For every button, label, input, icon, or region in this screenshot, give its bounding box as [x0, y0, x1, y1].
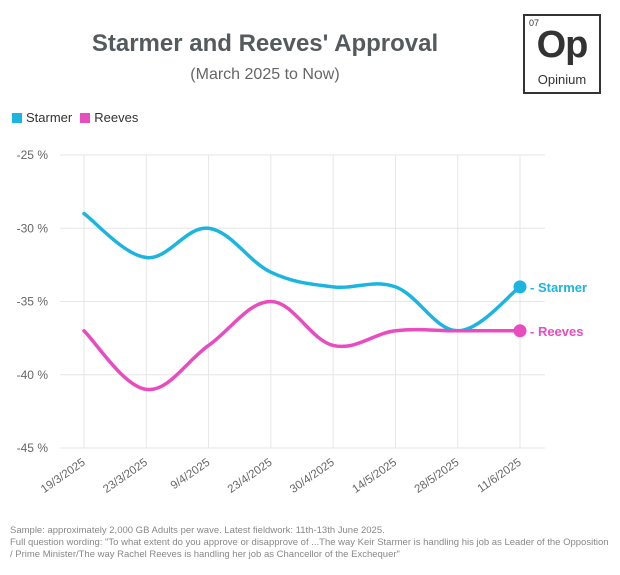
legend-item-reeves[interactable]: Reeves	[80, 110, 138, 125]
x-tick-label: 23/3/2025	[101, 457, 150, 496]
x-tick-label: 19/3/2025	[39, 457, 88, 496]
legend-label-reeves: Reeves	[94, 110, 139, 125]
opinium-logo: 07 Op Opinium	[523, 14, 601, 94]
footnote-question: Full question wording: "To what extent d…	[10, 537, 609, 560]
x-tick-label: 28/5/2025	[413, 457, 462, 496]
x-tick-label: 30/4/2025	[288, 457, 337, 496]
x-tick-label: 9/4/2025	[169, 457, 213, 493]
line-chart: -25 % -30 % -35 % -40 % -45 % 19/3/2025 23/3/2…	[17, 148, 587, 496]
end-marker-reeves	[513, 324, 527, 338]
legend-label-starmer: Starmer	[26, 110, 73, 125]
y-tick-label: -45 %	[17, 441, 49, 455]
chart-title: Starmer and Reeves' Approval	[91, 30, 439, 57]
y-tick-label: -40 %	[17, 368, 49, 382]
series-line-starmer	[82, 211, 522, 333]
logo-number: 07	[529, 18, 540, 28]
legend-swatch-reeves	[80, 112, 91, 123]
logo-name: Opinium	[537, 72, 587, 87]
chart-subtitle: (March 2025 to Now)	[190, 66, 340, 83]
logo-symbol: Op	[536, 24, 589, 66]
end-marker-starmer	[513, 280, 527, 294]
x-tick-label: 14/5/2025	[350, 457, 399, 496]
y-tick-label: -35 %	[17, 295, 49, 309]
y-tick-label: -30 %	[17, 221, 49, 235]
chart-legend: Starmer Reeves	[12, 110, 146, 125]
x-tick-label: 11/6/2025	[476, 457, 524, 496]
footnote: Sample: approximately 2,000 GB Adults pe…	[10, 525, 610, 561]
x-tick-label: 23/4/2025	[226, 457, 275, 496]
end-label-reeves: - Reeves	[530, 324, 583, 339]
legend-swatch-starmer	[12, 112, 22, 123]
footnote-sample: Sample: approximately 2,000 GB Adults pe…	[10, 525, 385, 536]
y-tick-label: -25 %	[17, 148, 49, 162]
legend-item-starmer[interactable]: Starmer	[12, 110, 72, 125]
end-label-starmer: - Starmer	[530, 280, 587, 295]
series-line-reeves	[82, 299, 522, 392]
